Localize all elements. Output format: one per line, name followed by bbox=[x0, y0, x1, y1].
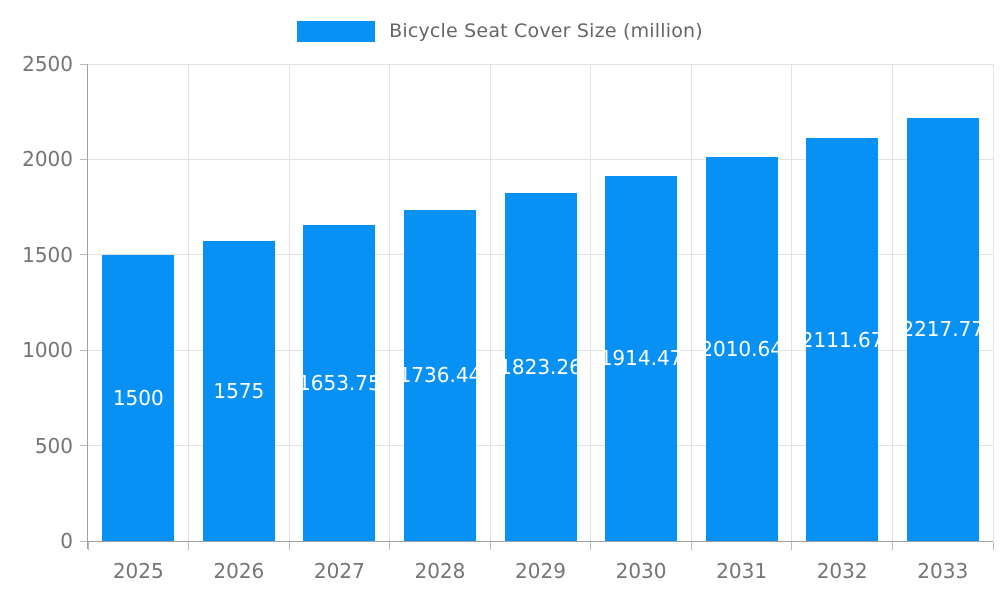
x-axis-tick bbox=[489, 542, 491, 550]
x-tick-label: 2025 bbox=[112, 559, 164, 583]
legend-label: Bicycle Seat Cover Size (million) bbox=[389, 20, 703, 42]
bar-2028[interactable] bbox=[403, 209, 476, 541]
y-tick-label: 1500 bbox=[22, 242, 73, 267]
bar-2026[interactable] bbox=[202, 240, 275, 541]
v-gridline bbox=[489, 64, 491, 541]
x-axis-tick bbox=[992, 542, 994, 550]
y-tick-label: 500 bbox=[34, 433, 73, 458]
x-tick-label: 2028 bbox=[414, 559, 466, 583]
x-axis-tick bbox=[690, 542, 692, 550]
x-axis-tick bbox=[389, 542, 391, 550]
plot-area: 0 500 1000 1500 2000 2500 1500 2025 1575 2026 1653… bbox=[22, 52, 994, 583]
x-tick-label: 2026 bbox=[213, 559, 265, 583]
y-tick-label: 0 bbox=[60, 529, 73, 553]
v-gridline bbox=[791, 64, 793, 541]
v-gridline bbox=[891, 64, 893, 541]
y-tick-label: 2000 bbox=[22, 147, 73, 172]
v-gridline bbox=[288, 64, 290, 541]
v-gridline bbox=[590, 64, 592, 541]
bar-2025[interactable] bbox=[102, 254, 175, 541]
x-axis-tick bbox=[590, 542, 592, 550]
y-tick-label: 2500 bbox=[22, 52, 73, 76]
x-tick-label: 2031 bbox=[716, 559, 768, 583]
x-axis-tick bbox=[87, 542, 89, 550]
x-axis-tick bbox=[288, 542, 290, 550]
v-gridline bbox=[389, 64, 391, 541]
v-gridline bbox=[188, 64, 190, 541]
y-axis-line bbox=[87, 64, 88, 549]
bar-2032[interactable] bbox=[806, 138, 879, 541]
y-tick-label: 1000 bbox=[22, 338, 73, 363]
y-axis-tick bbox=[80, 158, 87, 160]
v-gridline bbox=[690, 64, 692, 541]
x-tick-label: 2033 bbox=[917, 559, 969, 583]
y-axis-tick bbox=[80, 349, 87, 351]
bar-2033[interactable] bbox=[906, 117, 979, 541]
x-tick-label: 2027 bbox=[313, 559, 365, 583]
bar-2031[interactable] bbox=[705, 157, 778, 541]
x-tick-label: 2032 bbox=[816, 559, 868, 583]
bar-2029[interactable] bbox=[504, 193, 577, 541]
bar-2027[interactable] bbox=[303, 225, 376, 541]
h-gridline bbox=[88, 158, 993, 160]
legend-swatch-icon bbox=[297, 20, 376, 42]
y-axis-tick bbox=[80, 540, 87, 542]
y-axis-tick bbox=[80, 445, 87, 447]
y-axis-tick bbox=[80, 254, 87, 256]
x-axis-tick bbox=[891, 542, 893, 550]
x-axis-tick bbox=[188, 542, 190, 550]
x-axis-line bbox=[87, 541, 993, 542]
x-tick-label: 2029 bbox=[515, 559, 566, 583]
x-tick-label: 2030 bbox=[615, 559, 667, 583]
y-axis-tick bbox=[80, 63, 87, 65]
chart-legend: Bicycle Seat Cover Size (million) bbox=[0, 20, 1000, 42]
v-gridline bbox=[992, 64, 994, 541]
h-gridline bbox=[88, 63, 993, 65]
legend-item-series[interactable]: Bicycle Seat Cover Size (million) bbox=[297, 20, 703, 42]
x-axis-tick bbox=[791, 542, 793, 550]
bar-2030[interactable] bbox=[605, 175, 678, 541]
